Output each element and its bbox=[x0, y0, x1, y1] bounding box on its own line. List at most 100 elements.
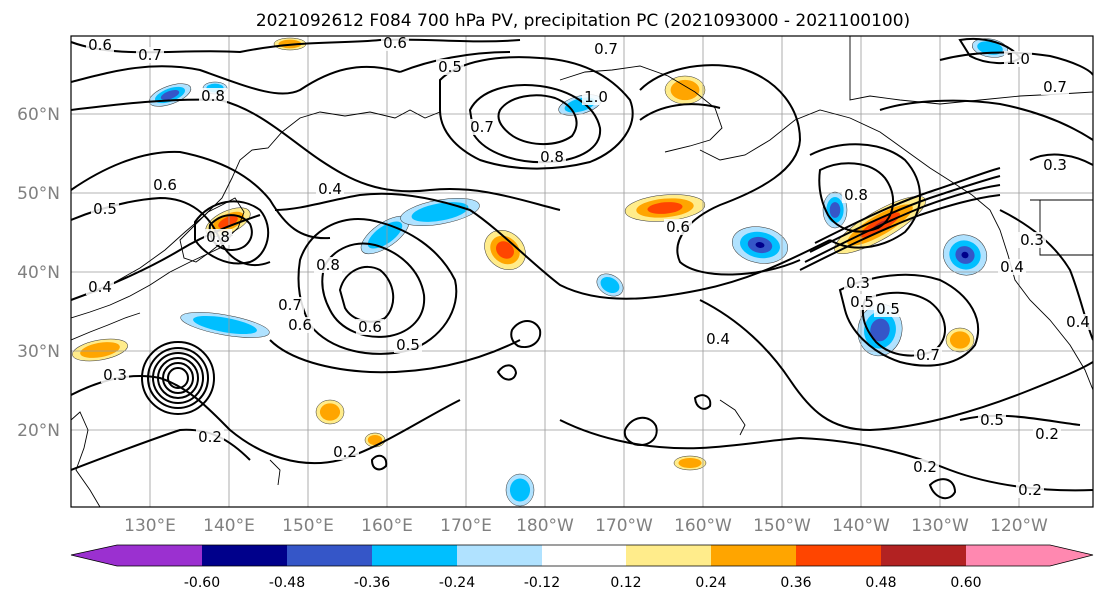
contour-label: 0.4 bbox=[1000, 258, 1024, 276]
colorbar-over-arrow bbox=[1050, 545, 1093, 566]
colorbar-segment bbox=[202, 545, 287, 566]
contour-label-background bbox=[848, 294, 876, 310]
positive-precip-anomaly bbox=[670, 79, 700, 101]
colorbar-tick-label: -0.60 bbox=[184, 575, 220, 591]
contour-label-background bbox=[331, 444, 359, 460]
negative-precip-anomaly bbox=[870, 318, 890, 342]
contour-label-background bbox=[436, 59, 464, 75]
contour-label-background bbox=[911, 459, 939, 475]
contour-label: 0.3 bbox=[103, 366, 127, 384]
contour-label: 0.5 bbox=[850, 293, 874, 311]
contour-label-background bbox=[196, 429, 224, 445]
contour-label-background bbox=[136, 47, 164, 63]
contour-label-background bbox=[592, 41, 620, 57]
contour-label: 0.7 bbox=[916, 346, 940, 364]
contour-label: 0.5 bbox=[438, 58, 462, 76]
contour-label-background bbox=[914, 347, 942, 363]
contour-label-background bbox=[101, 367, 129, 383]
contour-label-background bbox=[978, 412, 1006, 428]
contour-label: 0.5 bbox=[93, 200, 117, 218]
contour-label: 0.8 bbox=[201, 87, 225, 105]
contour-label: 0.7 bbox=[470, 118, 494, 136]
contour-label: 0.6 bbox=[383, 34, 407, 52]
lon-label: 120°W bbox=[990, 516, 1048, 536]
colorbar-segment bbox=[542, 545, 626, 566]
contour-label: 0.6 bbox=[358, 318, 382, 336]
contour-label: 0.4 bbox=[1066, 313, 1090, 331]
contour-label: 0.5 bbox=[980, 411, 1004, 429]
colorbar-tick-label: 0.36 bbox=[780, 575, 811, 591]
contour-label: 0.2 bbox=[1035, 425, 1059, 443]
colorbar-segment bbox=[457, 545, 542, 566]
map-background bbox=[71, 36, 1093, 507]
contour-label-background bbox=[314, 257, 342, 273]
positive-precip-anomaly bbox=[678, 457, 702, 469]
contour-label-background bbox=[91, 201, 119, 217]
negative-precip-anomaly bbox=[160, 90, 180, 100]
lon-label: 130°E bbox=[124, 516, 176, 536]
contour-label-background bbox=[1041, 79, 1069, 95]
lat-label: 40°N bbox=[17, 263, 60, 283]
contour-label-background bbox=[1016, 482, 1044, 498]
negative-precip-anomaly bbox=[829, 202, 841, 218]
latitude-axis: 60°N 50°N 40°N 30°N 20°N bbox=[17, 105, 60, 441]
lat-label: 20°N bbox=[17, 421, 60, 441]
contour-label: 0.5 bbox=[396, 336, 420, 354]
contour-label-background bbox=[842, 187, 870, 203]
contour-label-background bbox=[204, 229, 232, 245]
colorbar-tick-label: -0.36 bbox=[354, 575, 390, 591]
colorbar-tick-label: 0.12 bbox=[610, 575, 641, 591]
negative-precip-anomaly bbox=[600, 276, 620, 294]
lon-label: 150°W bbox=[753, 516, 811, 536]
contour-label: 0.8 bbox=[844, 186, 868, 204]
contour-label-background bbox=[1033, 426, 1061, 442]
colorbar-segment bbox=[711, 545, 796, 566]
contour-label-background bbox=[381, 35, 409, 51]
lon-label: 160°W bbox=[674, 516, 732, 536]
colorbar-tick-label: 0.48 bbox=[865, 575, 896, 591]
contour-label: 0.3 bbox=[846, 274, 870, 292]
negative-precip-anomaly bbox=[367, 221, 403, 249]
colorbar-segment bbox=[372, 545, 457, 566]
contour-label: 0.8 bbox=[206, 228, 230, 246]
negative-precip-anomaly bbox=[411, 202, 469, 222]
contour-label: 1.0 bbox=[584, 88, 608, 106]
contour-label-background bbox=[538, 149, 566, 165]
contour-label-background bbox=[86, 279, 114, 295]
contour-label: 0.3 bbox=[1043, 156, 1067, 174]
contour-label-background bbox=[394, 337, 422, 353]
contour-label-background bbox=[664, 219, 692, 235]
contour-label: 0.8 bbox=[540, 148, 564, 166]
negative-precip-anomaly bbox=[977, 41, 1003, 55]
contour-label-background bbox=[86, 37, 114, 53]
contour-label-background bbox=[356, 319, 384, 335]
positive-precip-anomaly bbox=[319, 403, 341, 421]
contour-label: 0.5 bbox=[876, 300, 900, 318]
colorbar-segment bbox=[287, 545, 372, 566]
contour-labels: 0.6 0.7 0.6 0.7 0.5 0.8 1.0 0.7 0.8 0.6 0.5 0.4 0.7 0… bbox=[86, 34, 1092, 499]
contour-label-background bbox=[316, 181, 344, 197]
contour-label-background bbox=[874, 301, 902, 317]
contour-label: 0.6 bbox=[153, 176, 177, 194]
contour-label: 0.2 bbox=[198, 428, 222, 446]
colorbar-tick-label: -0.48 bbox=[269, 575, 305, 591]
colorbar-tick-label: -0.12 bbox=[524, 575, 560, 591]
lon-label: 150°E bbox=[282, 516, 334, 536]
lon-label: 130°W bbox=[911, 516, 969, 536]
contour-label-background bbox=[276, 297, 304, 313]
map-title: 2021092612 F084 700 hPa PV, precipitatio… bbox=[256, 11, 910, 31]
positive-precip-anomaly bbox=[80, 342, 120, 358]
lat-label: 50°N bbox=[17, 184, 60, 204]
contour-label: 0.4 bbox=[318, 180, 342, 198]
map-frame bbox=[70, 35, 1094, 508]
negative-precip-anomaly bbox=[193, 315, 257, 335]
colorbar-under-arrow bbox=[71, 545, 117, 566]
colorbar-segment bbox=[117, 545, 202, 566]
contour-label-background bbox=[998, 259, 1026, 275]
contour-label: 0.2 bbox=[913, 458, 937, 476]
contour-label: 0.4 bbox=[706, 330, 730, 348]
contour-label: 0.7 bbox=[1043, 78, 1067, 96]
map-panel: 0.6 0.7 0.6 0.7 0.5 0.8 1.0 0.7 0.8 0.6 0.5 0.4 0.7 0… bbox=[70, 34, 1094, 508]
lat-label: 60°N bbox=[17, 105, 60, 125]
colorbar-segment bbox=[626, 545, 711, 566]
